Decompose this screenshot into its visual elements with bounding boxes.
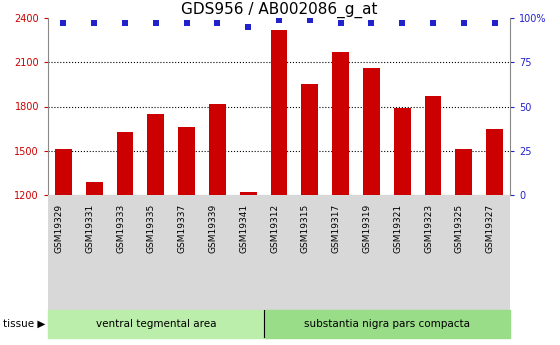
FancyBboxPatch shape xyxy=(48,195,510,310)
Text: ventral tegmental area: ventral tegmental area xyxy=(96,319,216,329)
Text: GSM19327: GSM19327 xyxy=(486,204,494,253)
Text: GSM19333: GSM19333 xyxy=(116,204,125,254)
Text: GSM19341: GSM19341 xyxy=(239,204,248,253)
Bar xyxy=(55,149,72,195)
Bar xyxy=(48,310,264,338)
Text: GSM19321: GSM19321 xyxy=(393,204,402,253)
Text: GSM19329: GSM19329 xyxy=(54,204,63,253)
Text: GSM19315: GSM19315 xyxy=(301,204,310,254)
Bar xyxy=(116,131,133,195)
Bar xyxy=(264,310,510,338)
Bar xyxy=(455,149,472,195)
Bar xyxy=(209,104,226,195)
Bar xyxy=(363,68,380,195)
Title: GDS956 / AB002086_g_at: GDS956 / AB002086_g_at xyxy=(181,2,377,18)
Text: GSM19317: GSM19317 xyxy=(332,204,340,254)
Bar xyxy=(178,127,195,195)
Bar xyxy=(424,96,441,195)
Bar xyxy=(394,108,410,195)
Bar xyxy=(86,182,102,195)
Text: GSM19339: GSM19339 xyxy=(208,204,217,254)
Bar xyxy=(147,114,164,195)
Text: GSM19319: GSM19319 xyxy=(362,204,371,254)
Bar xyxy=(332,52,349,195)
Text: GSM19312: GSM19312 xyxy=(270,204,279,253)
Bar xyxy=(486,129,503,195)
Text: tissue ▶: tissue ▶ xyxy=(3,319,45,329)
Text: GSM19337: GSM19337 xyxy=(178,204,186,254)
Bar xyxy=(240,192,256,195)
Bar xyxy=(301,85,318,195)
Text: GSM19335: GSM19335 xyxy=(147,204,156,254)
Text: GSM19323: GSM19323 xyxy=(424,204,433,253)
Text: GSM19331: GSM19331 xyxy=(85,204,94,254)
Bar xyxy=(270,30,287,195)
Text: GSM19325: GSM19325 xyxy=(455,204,464,253)
Text: substantia nigra pars compacta: substantia nigra pars compacta xyxy=(304,319,470,329)
